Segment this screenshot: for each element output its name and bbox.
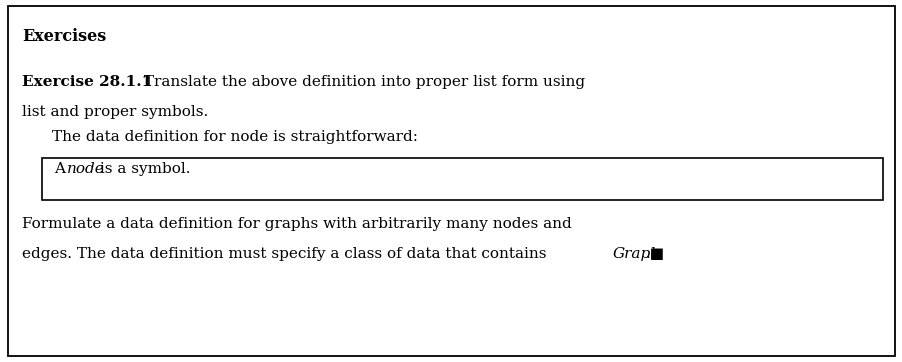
Text: Exercises: Exercises xyxy=(22,28,106,45)
Text: The data definition for node is straightforward:: The data definition for node is straight… xyxy=(52,130,418,144)
Bar xyxy=(42,158,882,200)
Text: A: A xyxy=(54,162,69,176)
Text: Translate the above definition into proper list form using: Translate the above definition into prop… xyxy=(139,75,584,89)
Text: Graph: Graph xyxy=(612,247,660,261)
Text: Exercise 28.1.1: Exercise 28.1.1 xyxy=(22,75,152,89)
Text: edges. The data definition must specify a class of data that contains: edges. The data definition must specify … xyxy=(22,247,551,261)
Text: node: node xyxy=(67,162,105,176)
Text: list and proper symbols.: list and proper symbols. xyxy=(22,105,208,119)
Text: .■: .■ xyxy=(645,247,665,261)
Text: Formulate a data definition for graphs with arbitrarily many nodes and: Formulate a data definition for graphs w… xyxy=(22,217,571,231)
Text: is a symbol.: is a symbol. xyxy=(95,162,190,176)
